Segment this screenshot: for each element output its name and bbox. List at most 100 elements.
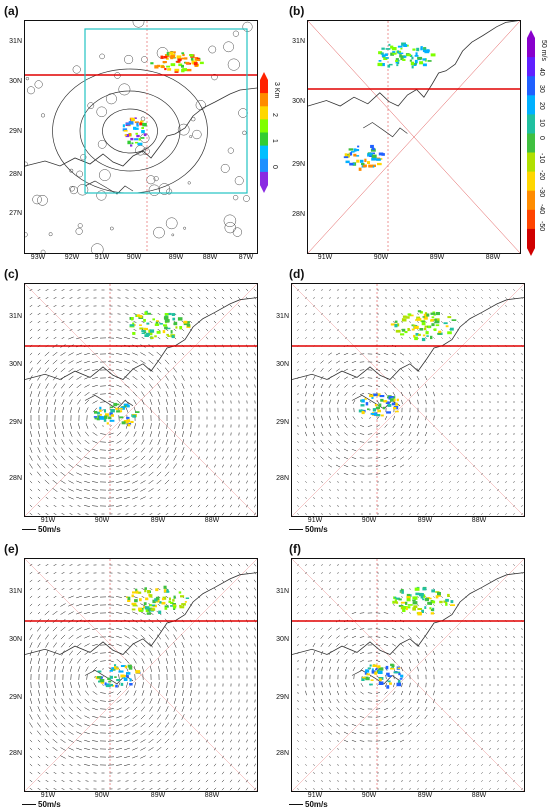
wind-vector — [165, 747, 169, 751]
echo-cell — [431, 589, 435, 593]
lon-tick-label: 88W — [204, 517, 220, 524]
echo-cell — [381, 47, 385, 50]
wind-vector — [53, 755, 57, 759]
wind-vector — [297, 748, 299, 750]
wind-vector — [181, 375, 185, 381]
wind-vector — [409, 748, 411, 750]
wind-vector — [173, 472, 177, 476]
wind-vector — [229, 328, 233, 332]
wind-vector — [408, 715, 412, 719]
wind-vector — [53, 447, 57, 453]
wind-vector — [189, 496, 193, 500]
wind-vector — [416, 723, 420, 727]
echo-cell — [434, 318, 440, 322]
lon-tick-label: 91W — [307, 792, 323, 799]
wind-vector — [46, 431, 48, 437]
wind-vector — [173, 504, 177, 508]
echo-cell — [407, 328, 410, 332]
echo-cell — [397, 50, 400, 54]
lon-tick-label: 90W — [361, 517, 377, 524]
wind-vector — [182, 399, 184, 405]
wind-vector — [409, 305, 411, 307]
wind-vector — [76, 439, 82, 445]
echo-cell — [126, 672, 131, 675]
wind-vector — [229, 320, 233, 324]
wind-vector — [222, 464, 224, 468]
echo-cell — [98, 680, 101, 683]
wind-vector — [246, 464, 248, 468]
wind-vector — [29, 504, 33, 508]
wind-vector — [173, 571, 177, 575]
wind-vector — [206, 731, 208, 735]
wind-vector — [205, 787, 209, 791]
wind-vector — [409, 391, 411, 397]
echo-cell — [401, 318, 407, 322]
wind-vector — [61, 329, 65, 331]
wind-vector — [383, 715, 389, 719]
wind-vector — [409, 682, 411, 688]
wind-vector — [198, 448, 200, 452]
wind-vector — [400, 707, 404, 711]
wind-vector — [92, 473, 98, 475]
wind-vector — [304, 375, 308, 381]
wind-vector — [328, 627, 332, 631]
map-f — [291, 558, 525, 792]
echo-cell — [395, 59, 398, 62]
wind-vector — [213, 336, 217, 340]
wind-vector — [124, 391, 130, 397]
wind-vector — [197, 579, 201, 583]
echo-cell — [161, 601, 166, 605]
wind-vector — [336, 627, 340, 631]
wind-vector — [392, 391, 396, 397]
echo-cell — [97, 415, 101, 419]
wind-vector — [84, 756, 90, 758]
wind-vector — [166, 690, 168, 696]
wind-vector — [465, 772, 467, 774]
wind-vector — [68, 352, 74, 356]
wind-vector — [229, 512, 233, 516]
wind-vector — [329, 772, 331, 774]
wind-vector — [37, 447, 41, 453]
wind-vector — [237, 512, 241, 516]
wind-vector — [190, 407, 192, 413]
wind-vector — [60, 359, 66, 365]
wind-vector — [416, 715, 420, 719]
wind-vector — [432, 706, 436, 712]
wind-vector — [69, 329, 73, 331]
wind-vector — [361, 417, 363, 419]
wind-vector — [376, 416, 380, 420]
wind-vector — [221, 579, 225, 583]
wind-vector — [222, 448, 224, 452]
wind-vector — [156, 730, 162, 736]
wind-vector — [116, 596, 122, 598]
wind-vector — [206, 464, 208, 468]
echo-cell — [194, 57, 198, 61]
echo-cell — [368, 152, 373, 156]
wind-vector — [449, 756, 451, 758]
delta-line — [84, 180, 134, 195]
wind-vector — [313, 612, 315, 614]
wind-vector — [181, 336, 185, 340]
colorbar-cap — [527, 248, 535, 256]
wind-vector — [229, 595, 233, 599]
echo-cell — [380, 52, 384, 55]
wind-vector — [497, 449, 499, 451]
wind-vector — [181, 391, 185, 397]
echo-cell — [405, 606, 408, 611]
wind-vector — [214, 360, 216, 364]
wind-vector — [84, 440, 90, 444]
wind-vector — [400, 440, 404, 444]
wind-vector — [30, 431, 32, 437]
wind-vector — [53, 289, 57, 291]
wind-vector — [352, 699, 356, 703]
wind-vector — [108, 716, 114, 718]
echo-cell — [164, 326, 168, 330]
contour-blob — [118, 83, 131, 96]
wind-vector — [108, 481, 114, 483]
colorbar-reflectivity: 3 Km 0 1 2 — [258, 70, 280, 195]
wind-vector — [37, 739, 41, 743]
wind-vector — [189, 763, 193, 767]
echo-cell — [138, 609, 144, 612]
wind-vector — [481, 297, 483, 299]
wind-vector — [336, 707, 340, 711]
